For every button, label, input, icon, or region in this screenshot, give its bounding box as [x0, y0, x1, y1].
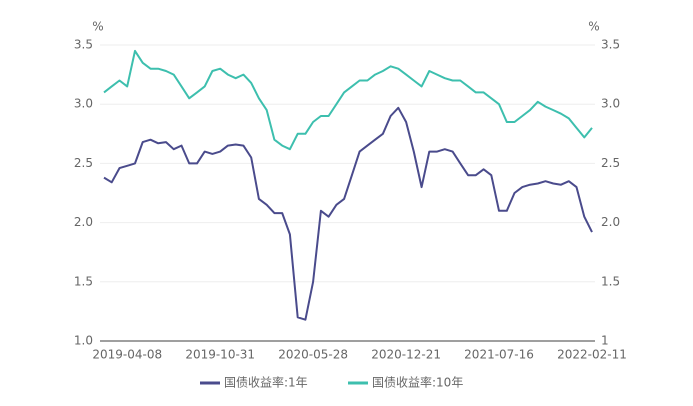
- y-tick-label: 1.5: [74, 274, 93, 288]
- y2-tick-label: 1: [601, 334, 609, 348]
- y2-tick-label: 1.5: [601, 274, 620, 288]
- y-unit: %: [92, 20, 103, 34]
- y-tick-label: 1.0: [74, 334, 93, 348]
- x-tick-label: 2019-04-08: [92, 348, 162, 362]
- y2-tick-label: 3.5: [601, 38, 620, 52]
- series-line: [103, 49, 593, 151]
- legend-label: 国债收益率:1年: [224, 375, 308, 390]
- x-tick-label: 2021-07-16: [464, 348, 534, 362]
- y-tick-label: 3.5: [74, 38, 93, 52]
- x-tick-label: 2020-12-21: [371, 348, 441, 362]
- y2-unit: %: [588, 20, 599, 34]
- legend-label: 国债收益率:10年: [372, 375, 463, 390]
- y-tick-label: 3.0: [74, 97, 93, 111]
- y-tick-label: 2.0: [74, 215, 93, 229]
- x-tick-label: 2019-10-31: [185, 348, 255, 362]
- y2-tick-label: 2.0: [601, 215, 620, 229]
- series-line: [103, 106, 593, 321]
- x-tick-label: 2020-05-28: [278, 348, 348, 362]
- y-tick-label: 2.5: [74, 156, 93, 170]
- y2-tick-label: 3.0: [601, 97, 620, 111]
- y2-tick-label: 2.5: [601, 156, 620, 170]
- x-tick-label: 2022-02-11: [557, 348, 627, 362]
